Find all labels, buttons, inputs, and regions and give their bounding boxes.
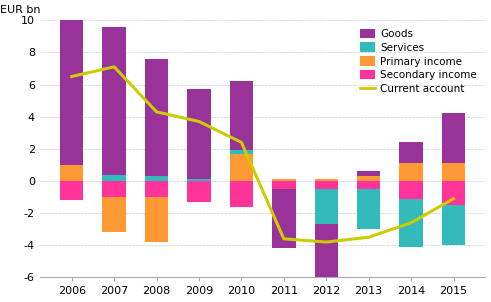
Legend: Goods, Services, Primary income, Secondary income, Current account: Goods, Services, Primary income, Seconda… (356, 25, 480, 97)
Bar (272, 179, 296, 181)
Bar (60, 20, 83, 165)
Bar (230, 150, 253, 154)
Text: EUR bn: EUR bn (0, 5, 40, 15)
Bar (442, 163, 465, 181)
Bar (272, 189, 296, 249)
Bar (400, 142, 423, 163)
Bar (103, 27, 126, 175)
Bar (357, 176, 381, 181)
Bar (188, 178, 211, 181)
Bar (188, 181, 211, 202)
Bar (400, 163, 423, 181)
Bar (145, 59, 168, 176)
Bar (400, 181, 423, 199)
Bar (272, 181, 296, 189)
Bar (315, 181, 338, 189)
Bar (145, 197, 168, 242)
Bar (103, 197, 126, 233)
Bar (230, 81, 253, 150)
Bar (230, 181, 253, 207)
Bar (315, 224, 338, 285)
Bar (103, 181, 126, 197)
Bar (145, 176, 168, 181)
Bar (442, 181, 465, 205)
Bar (272, 178, 296, 179)
Bar (315, 189, 338, 224)
Bar (442, 205, 465, 245)
Bar (357, 189, 381, 229)
Bar (400, 199, 423, 247)
Bar (315, 179, 338, 181)
Bar (357, 171, 381, 176)
Bar (230, 154, 253, 181)
Bar (357, 181, 381, 189)
Bar (188, 88, 211, 178)
Bar (442, 114, 465, 163)
Bar (60, 181, 83, 200)
Bar (103, 175, 126, 181)
Bar (145, 181, 168, 197)
Bar (60, 165, 83, 181)
